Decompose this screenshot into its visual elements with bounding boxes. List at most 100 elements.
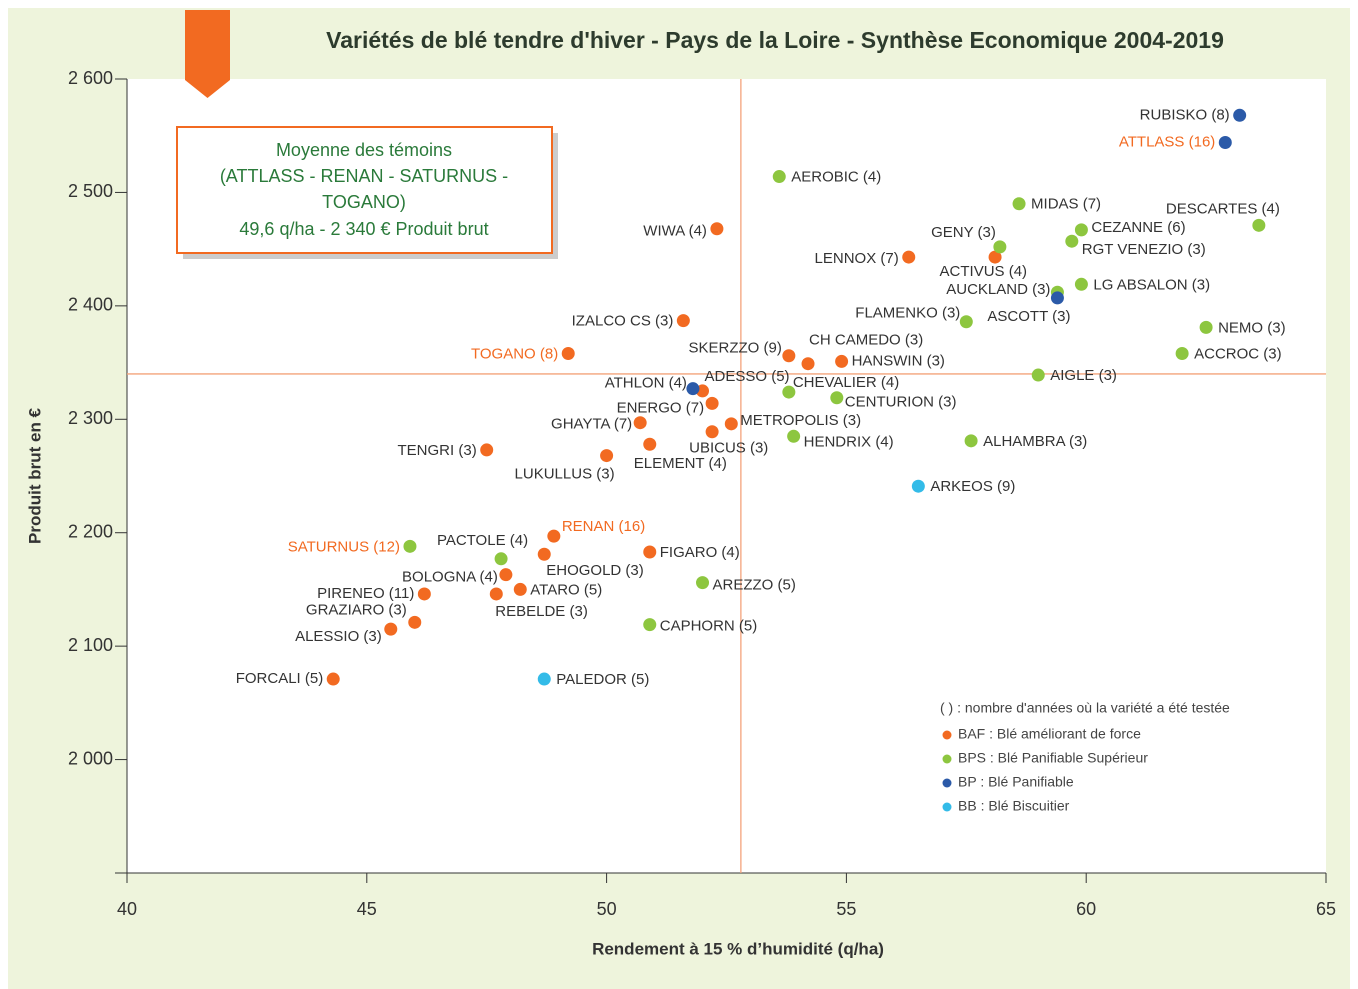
point-label: ATARO (5) xyxy=(530,581,602,598)
point-label: DESCARTES (4) xyxy=(1166,200,1280,217)
point xyxy=(911,479,925,493)
point-label: ACCROC (3) xyxy=(1194,345,1282,362)
point xyxy=(403,539,417,553)
point xyxy=(1175,346,1189,360)
point-label: ATHLON (4) xyxy=(605,375,687,392)
point-label: MIDAS (7) xyxy=(1031,196,1101,213)
point xyxy=(787,429,801,443)
point xyxy=(801,357,815,371)
point-label: GRAZIARO (3) xyxy=(306,601,407,618)
x-tick-label: 65 xyxy=(1316,899,1336,919)
legend-label: BAF : Blé améliorant de force xyxy=(958,726,1141,742)
point-label: TOGANO (8) xyxy=(471,345,558,362)
y-tick-label: 2 100 xyxy=(68,635,113,655)
annotation-box xyxy=(176,126,553,254)
point-label: RGT VENEZIO (3) xyxy=(1082,241,1206,258)
point-label: ELEMENT (4) xyxy=(634,455,727,472)
point-label: RENAN (16) xyxy=(562,518,645,535)
chart-title: Variétés de blé tendre d'hiver - Pays de… xyxy=(326,27,1224,53)
point-label: PALEDOR (5) xyxy=(556,671,649,688)
x-tick-label: 60 xyxy=(1076,899,1096,919)
point xyxy=(1031,368,1045,382)
annotation-line: Moyenne des témoins xyxy=(276,140,452,160)
point-label: CENTURION (3) xyxy=(845,394,957,411)
legend-marker xyxy=(942,802,952,812)
point-label: RUBISKO (8) xyxy=(1140,106,1230,123)
point xyxy=(384,622,398,636)
legend-label: BPS : Blé Panifiable Supérieur xyxy=(958,750,1148,766)
point xyxy=(326,672,340,686)
annotation-line: TOGANO) xyxy=(322,192,406,212)
point xyxy=(1233,108,1247,122)
y-tick-label: 2 400 xyxy=(68,295,113,315)
point xyxy=(408,615,422,629)
point xyxy=(633,416,647,430)
point-label: UBICUS (3) xyxy=(689,440,768,457)
point xyxy=(513,582,527,596)
point-label: ARKEOS (9) xyxy=(930,478,1015,495)
y-tick-label: 2 300 xyxy=(68,408,113,428)
point-label: SKERZZO (9) xyxy=(689,340,782,357)
point xyxy=(676,314,690,328)
point xyxy=(959,315,973,329)
point xyxy=(1199,320,1213,334)
point-label: PACTOLE (4) xyxy=(437,532,528,549)
point-label: PIRENEO (11) xyxy=(317,585,414,602)
point xyxy=(686,382,700,396)
point xyxy=(643,545,657,559)
point-label: IZALCO CS (3) xyxy=(572,313,674,330)
point xyxy=(710,222,724,236)
point-label: ACTIVUS (4) xyxy=(940,263,1028,280)
x-tick-label: 50 xyxy=(597,899,617,919)
point-label: EHOGOLD (3) xyxy=(546,562,644,579)
x-axis-title: Rendement à 15 % d’humidité (q/ha) xyxy=(592,939,884,958)
point-label: NEMO (3) xyxy=(1218,319,1286,336)
point xyxy=(782,349,796,363)
point-label: GHAYTA (7) xyxy=(551,416,632,433)
point-label: TENGRI (3) xyxy=(398,442,477,459)
point-label: CH CAMEDO (3) xyxy=(809,332,923,349)
point xyxy=(1074,277,1088,291)
point xyxy=(696,576,710,590)
legend-note: ( ) : nombre d'années où la variété a ét… xyxy=(940,700,1230,716)
point-label: BOLOGNA (4) xyxy=(402,569,498,586)
point xyxy=(494,552,508,566)
x-tick-label: 55 xyxy=(836,899,856,919)
point xyxy=(1252,218,1266,232)
annotation-line: (ATTLASS - RENAN - SATURNUS - xyxy=(220,166,508,186)
point-label: AREZZO (5) xyxy=(713,577,796,594)
point xyxy=(561,346,575,360)
point-label: HANSWIN (3) xyxy=(852,352,945,369)
point-label: ENERGO (7) xyxy=(617,399,705,416)
point xyxy=(782,385,796,399)
legend-label: BP : Blé Panifiable xyxy=(958,774,1074,790)
point xyxy=(600,449,614,463)
legend-label: BB : Blé Biscuitier xyxy=(958,798,1070,814)
point-label: CHEVALIER (4) xyxy=(793,374,899,391)
point-label: FIGARO (4) xyxy=(660,544,740,561)
y-tick-label: 2 600 xyxy=(68,68,113,88)
point xyxy=(417,587,431,601)
point-label: ALESSIO (3) xyxy=(295,628,382,645)
point xyxy=(830,391,844,405)
y-tick-label: 2 200 xyxy=(68,521,113,541)
point xyxy=(537,547,551,561)
legend-marker xyxy=(942,754,952,764)
point xyxy=(835,354,849,368)
point-label: AEROBIC (4) xyxy=(791,169,881,186)
point-label: SATURNUS (12) xyxy=(288,538,400,555)
point-label: ASCOTT (3) xyxy=(987,308,1070,325)
point xyxy=(964,434,978,448)
y-tick-label: 2 500 xyxy=(68,181,113,201)
point xyxy=(547,529,561,543)
point xyxy=(489,587,503,601)
point-label: WIWA (4) xyxy=(643,223,707,240)
point xyxy=(1074,223,1088,237)
x-tick-label: 40 xyxy=(117,899,137,919)
point-label: FLAMENKO (3) xyxy=(855,305,960,322)
point xyxy=(643,437,657,451)
point-label: FORCALI (5) xyxy=(236,670,324,687)
point xyxy=(1050,291,1064,305)
point-label: CAPHORN (5) xyxy=(660,618,758,635)
